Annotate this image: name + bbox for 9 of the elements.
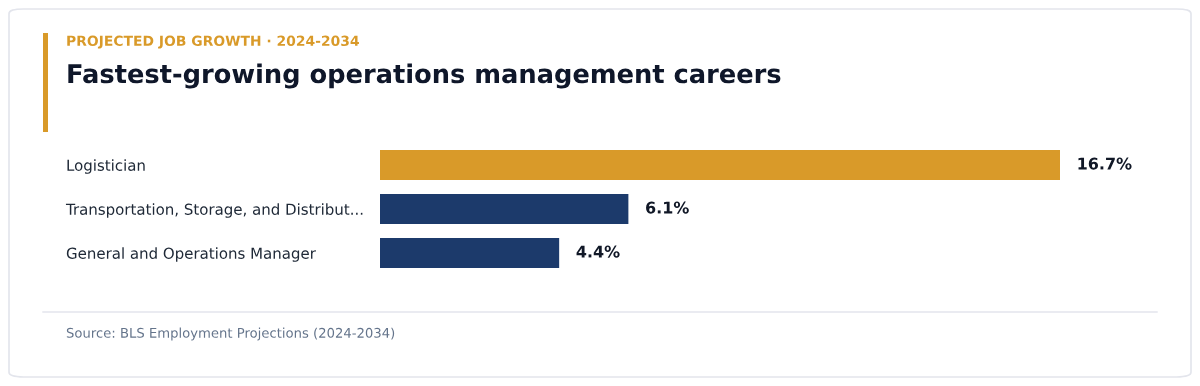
text: PROJECTED JOB GROWTH · 2024-2034 [67, 35, 359, 49]
data-label: 6.1% [646, 201, 689, 214]
data-label: 4.4% [576, 245, 620, 258]
source-note: Source: BLS Employment Projections (2024-2034) [66, 327, 395, 341]
chart-title: Fastest-growing operations management careers [68, 63, 781, 89]
y-tick-label: General and Operations Manager [66, 247, 316, 262]
y-tick-label: Logistician [67, 159, 145, 174]
data-label: 16.7% [1078, 157, 1132, 170]
y-tick-label: Transportation, Storage, and Distribut... [65, 203, 363, 218]
